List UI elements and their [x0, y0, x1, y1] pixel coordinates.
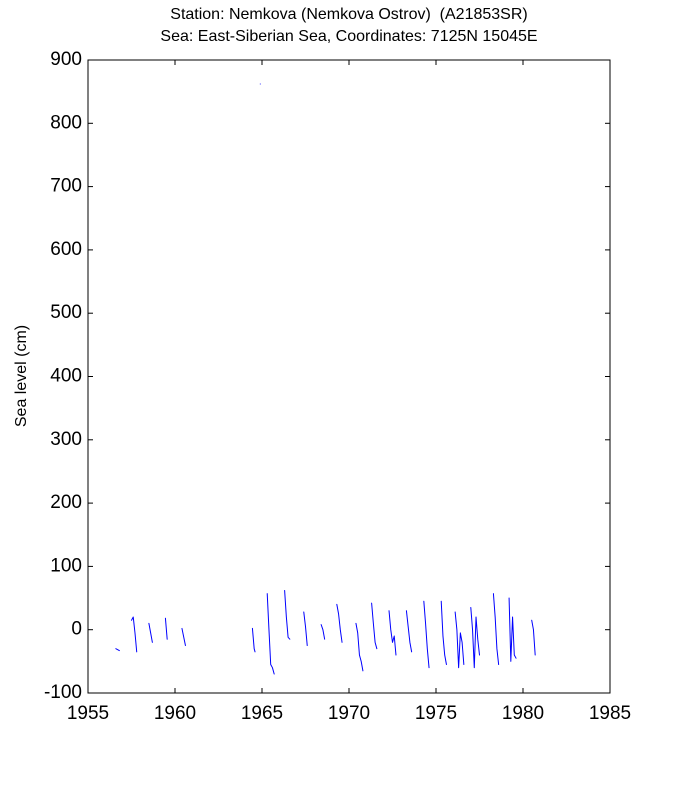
- chart-title: Station: Nemkova (Nemkova Ostrov) (A2185…: [170, 6, 527, 23]
- chart-subtitle: Sea: East-Siberian Sea, Coordinates: 712…: [160, 28, 537, 45]
- x-tick-label: 1960: [154, 703, 196, 724]
- x-tick-label: 1980: [502, 703, 544, 724]
- x-tick-label: 1985: [589, 703, 631, 724]
- y-tick-label: 300: [50, 429, 82, 450]
- x-tick-label: 1970: [328, 703, 370, 724]
- y-tick-label: 600: [50, 239, 82, 260]
- x-tick-label: 1965: [241, 703, 283, 724]
- y-tick-label: 0: [71, 619, 82, 640]
- y-tick-label: 100: [50, 555, 82, 576]
- y-tick-label: 800: [50, 112, 82, 133]
- y-axis-label: Sea level (cm): [13, 325, 30, 427]
- x-tick-label: 1975: [415, 703, 457, 724]
- data-line: [115, 83, 536, 675]
- y-tick-label: 500: [50, 302, 82, 323]
- y-tick-label: -100: [44, 682, 82, 703]
- y-tick-label: 900: [50, 49, 82, 70]
- y-tick-label: 200: [50, 492, 82, 513]
- y-tick-label: 400: [50, 366, 82, 387]
- y-tick-label: 700: [50, 176, 82, 197]
- x-tick-label: 1955: [67, 703, 109, 724]
